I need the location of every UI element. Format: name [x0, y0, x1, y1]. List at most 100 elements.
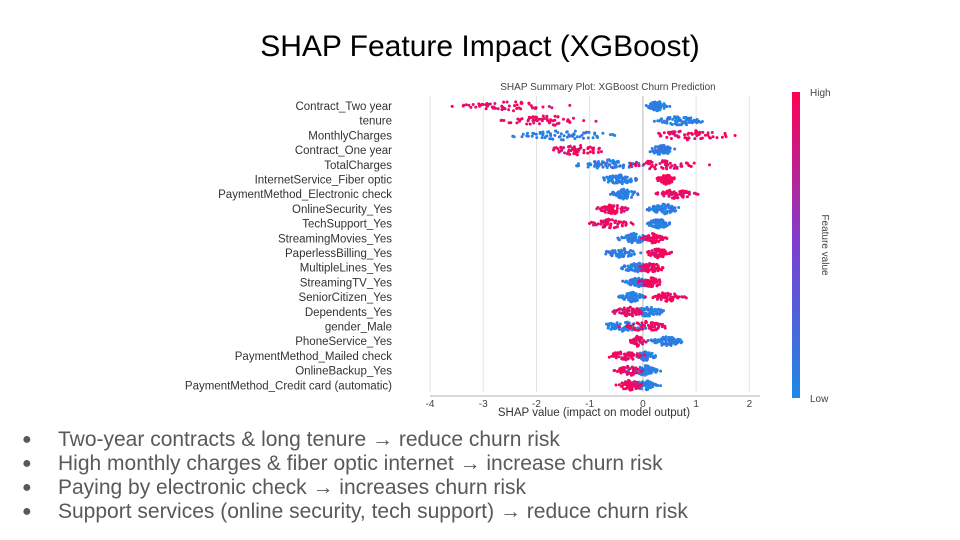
shap-point: [562, 134, 566, 138]
shap-point: [642, 358, 646, 362]
shap-point: [647, 221, 651, 225]
shap-point: [595, 136, 599, 139]
shap-point: [557, 149, 561, 153]
shap-point: [623, 251, 627, 254]
shap-point: [652, 119, 656, 123]
shap-point: [633, 234, 637, 238]
shap-point: [630, 300, 634, 303]
shap-point: [658, 100, 662, 104]
shap-point: [620, 368, 624, 372]
shap-point: [624, 175, 628, 179]
shap-point: [553, 118, 557, 122]
shap-point: [604, 207, 608, 211]
shap-point: [526, 131, 529, 135]
shap-point: [690, 132, 694, 136]
shap-point: [559, 145, 563, 149]
shap-point: [658, 144, 662, 148]
shap-point: [624, 279, 628, 283]
shap-point: [667, 338, 671, 342]
shap-point: [624, 321, 627, 324]
shap-point: [611, 133, 615, 136]
shap-point: [529, 104, 533, 108]
shap-point: [547, 105, 551, 108]
shap-point: [663, 324, 667, 328]
shap-point: [631, 338, 635, 342]
shap-point: [639, 370, 643, 374]
shap-point: [662, 181, 666, 185]
shap-point: [611, 210, 615, 214]
shap-point: [669, 137, 673, 140]
shap-point: [588, 145, 592, 149]
shap-point: [525, 122, 529, 126]
shap-point: [650, 160, 654, 164]
shap-point: [553, 146, 557, 150]
shap-point: [659, 267, 662, 271]
shap-point: [657, 322, 661, 326]
shap-point: [614, 225, 618, 229]
shap-point: [656, 205, 660, 209]
shap-point: [635, 295, 639, 299]
shap-point: [639, 354, 642, 357]
shap-point: [631, 383, 635, 387]
shap-point: [484, 107, 488, 111]
shap-point: [531, 115, 535, 119]
shap-point: [643, 279, 647, 283]
shap-point: [646, 308, 650, 312]
shap-point: [635, 353, 639, 357]
shap-point: [533, 106, 537, 110]
shap-point: [690, 121, 694, 125]
shap-point: [674, 209, 678, 213]
shap-point: [668, 188, 672, 192]
shap-point: [641, 267, 645, 271]
shap-point: [607, 158, 611, 162]
shap-point: [626, 254, 630, 258]
shap-point: [621, 294, 625, 298]
shap-point: [665, 299, 669, 303]
shap-point: [513, 104, 516, 108]
shap-point: [681, 121, 685, 125]
shap-point: [619, 210, 623, 214]
shap-point: [650, 328, 654, 332]
shap-point: [687, 190, 691, 194]
feature-label: OnlineBackup_Yes: [295, 366, 392, 378]
shap-point: [608, 225, 612, 229]
x-tick-label: 1: [693, 399, 699, 410]
shap-point: [607, 322, 611, 326]
shap-point: [667, 206, 671, 210]
shap-point: [678, 118, 682, 122]
shap-point: [617, 368, 621, 372]
shap-point: [556, 131, 560, 134]
shap-point: [631, 323, 635, 326]
shap-point: [630, 237, 634, 241]
shap-point: [640, 236, 643, 240]
shap-point: [582, 148, 586, 152]
shap-point: [617, 383, 621, 387]
shap-point: [655, 308, 659, 312]
shap-point: [550, 106, 554, 110]
shap-point: [642, 353, 646, 357]
shap-point: [608, 163, 612, 167]
shap-point: [591, 136, 595, 140]
shap-point: [651, 105, 654, 109]
shap-point: [610, 205, 614, 209]
shap-point: [647, 268, 651, 272]
shap-point: [537, 117, 541, 121]
shap-point: [621, 267, 624, 271]
shap-point: [593, 132, 597, 136]
shap-point: [658, 162, 662, 165]
shap-point: [659, 150, 663, 153]
shap-point: [610, 254, 614, 258]
shap-point: [493, 102, 497, 105]
shap-point: [474, 105, 478, 109]
colorbar-low-label: Low: [810, 394, 829, 405]
shap-point: [520, 117, 524, 121]
shap-point: [649, 219, 653, 223]
shap-point: [622, 163, 626, 167]
shap-point: [678, 129, 682, 133]
shap-point: [669, 343, 672, 346]
bullet-text: High monthly charges & fiber optic inter…: [58, 452, 663, 475]
shap-point: [612, 193, 616, 197]
shap-point: [681, 295, 685, 299]
shap-point: [545, 114, 549, 118]
shap-point: [527, 118, 530, 122]
